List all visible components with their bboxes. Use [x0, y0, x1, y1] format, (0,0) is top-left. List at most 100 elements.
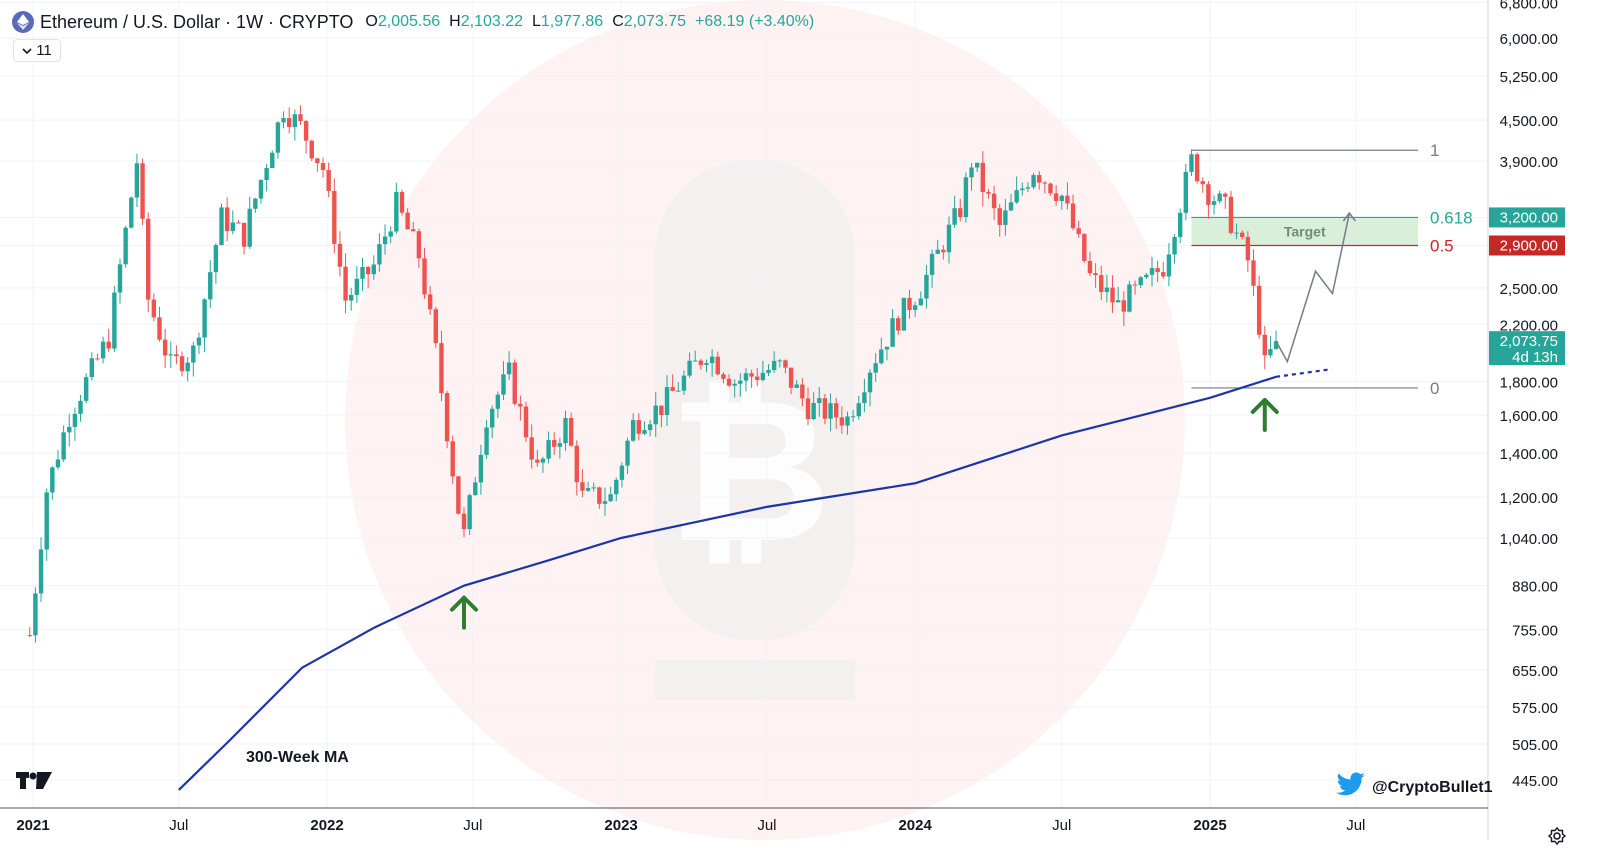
- candle-body: [963, 177, 969, 218]
- candle-body: [1087, 260, 1093, 274]
- candle-body: [394, 192, 399, 232]
- candle-body: [833, 403, 839, 418]
- y-tick-label: 1,600.00: [1500, 408, 1558, 425]
- x-tick-label: Jul: [169, 817, 188, 834]
- last-price-tag: 2,073.75: [1500, 333, 1558, 350]
- candle-body: [208, 272, 213, 300]
- candle-body: [794, 384, 799, 388]
- svg-text:₿: ₿: [669, 360, 832, 583]
- candle-body: [580, 482, 585, 491]
- candle-body: [303, 121, 309, 141]
- candle-body: [1042, 182, 1048, 184]
- candle-body: [315, 158, 320, 164]
- candle-body: [72, 413, 78, 427]
- candle-body: [78, 400, 83, 414]
- candle-body: [935, 249, 940, 254]
- y-tick-label: 1,040.00: [1500, 531, 1558, 548]
- candle-body: [636, 420, 642, 434]
- x-tick-label: Jul: [463, 817, 482, 834]
- candle-body: [664, 387, 670, 416]
- candle-body: [1104, 287, 1110, 292]
- candle-body: [44, 492, 49, 550]
- axis-frame: [0, 0, 1489, 840]
- candle-body: [862, 392, 867, 404]
- candle-body: [991, 193, 997, 209]
- candle-body: [236, 222, 241, 224]
- y-tick-label: 1,800.00: [1500, 375, 1558, 392]
- y-tick-label: 5,250.00: [1500, 69, 1558, 86]
- candle-body: [444, 393, 450, 442]
- candle-body: [241, 222, 247, 247]
- candle-body: [907, 297, 912, 310]
- candle-body: [106, 341, 111, 349]
- indicators-toggle-button[interactable]: 11: [13, 39, 61, 62]
- candle-body: [839, 417, 845, 426]
- candle-body: [512, 362, 517, 404]
- candle-body: [365, 267, 371, 275]
- candle-body: [1138, 277, 1143, 286]
- candle-body: [969, 167, 974, 178]
- candle-body: [399, 192, 405, 213]
- candle-body: [38, 549, 44, 594]
- candle-body: [439, 343, 444, 394]
- candle-body: [1256, 285, 1262, 335]
- candle-body: [523, 406, 529, 438]
- close-value: 2,073.75: [623, 13, 687, 30]
- ma300-line: [178, 368, 1332, 791]
- candle-body: [360, 267, 365, 279]
- candle-body: [298, 114, 303, 122]
- ma300-path: [178, 375, 1277, 791]
- candle-body: [140, 163, 145, 219]
- symbol-title[interactable]: Ethereum / U.S. Dollar · 1W · CRYPTO: [40, 11, 354, 32]
- price-tag-3200: 3,200.00: [1500, 209, 1558, 226]
- x-tick-label: Jul: [1052, 817, 1071, 834]
- settings-button[interactable]: [1542, 823, 1572, 853]
- twitter-bird-icon: [1336, 772, 1366, 803]
- candle-body: [100, 341, 106, 359]
- price-axis[interactable]: 445.00 505.00 575.00 655.00 755.00 880.00 1,04…: [1500, 0, 1558, 790]
- x-tick-label: 2022: [310, 817, 343, 834]
- twitter-handle-text: @CryptoBullet1: [1372, 778, 1493, 796]
- candle-body: [168, 354, 173, 356]
- candle-body: [1161, 272, 1166, 277]
- candle-body: [518, 403, 523, 407]
- candle-body: [693, 360, 698, 362]
- candle-body: [845, 416, 850, 426]
- x-tick-label: 2021: [16, 817, 49, 834]
- candle-body: [1048, 183, 1053, 194]
- candle-body: [1003, 210, 1008, 225]
- candle-body: [377, 244, 382, 265]
- candle-body: [309, 140, 314, 159]
- candle-body: [467, 495, 472, 530]
- candle-body: [1037, 175, 1042, 183]
- candle-body: [867, 372, 873, 393]
- y-tick-label: 505.00: [1512, 737, 1558, 754]
- candle-body: [258, 180, 264, 199]
- candle-body: [219, 207, 224, 246]
- candle-body: [568, 418, 574, 446]
- candle-body: [129, 197, 134, 228]
- candle-body: [1206, 184, 1211, 205]
- candle-body: [1245, 237, 1251, 261]
- y-tick-label: 445.00: [1512, 773, 1558, 790]
- candle-body: [896, 318, 901, 331]
- candle-body: [676, 390, 681, 392]
- gear-icon: [1547, 826, 1567, 851]
- candle-body: [371, 264, 376, 275]
- candle-body: [1228, 196, 1234, 233]
- candle-body: [1155, 268, 1160, 273]
- fib-label: 0: [1430, 379, 1439, 398]
- candle-body: [1059, 195, 1064, 202]
- projection-path: [1275, 211, 1356, 364]
- candle-body: [1121, 300, 1126, 312]
- candle-body: [890, 318, 895, 347]
- candle-body: [253, 198, 258, 209]
- candle-body: [191, 345, 196, 363]
- candle-body: [1223, 193, 1228, 197]
- candle-body: [281, 117, 286, 123]
- candle-body: [332, 190, 337, 244]
- candle-body: [157, 317, 162, 340]
- candle-body: [1166, 254, 1172, 277]
- time-axis[interactable]: 2021 Jul 2022 Jul 2023 Jul 2024 Jul 2025 Jul: [16, 817, 1365, 834]
